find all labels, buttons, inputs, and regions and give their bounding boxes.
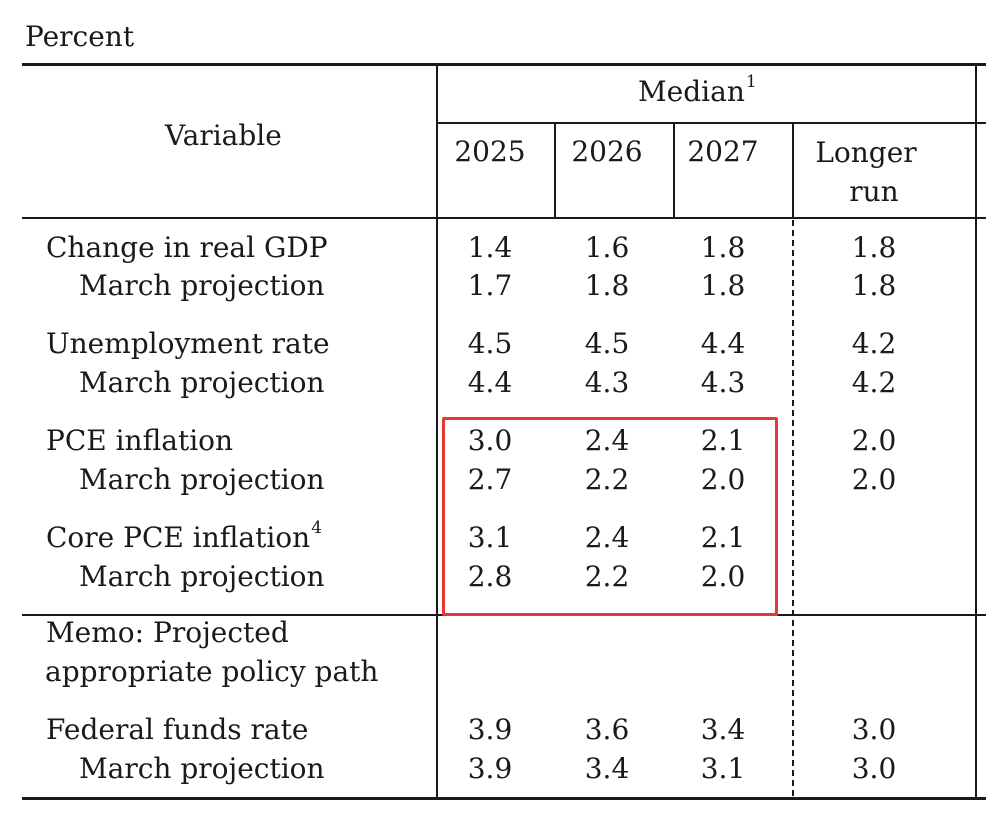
- bottom-rule: [22, 797, 986, 800]
- row-label: March projection: [79, 752, 325, 785]
- row-value-2027: 2.0: [700, 463, 746, 496]
- row-label-text: Core PCE inflation: [46, 521, 311, 554]
- row-value-2027: 3.1: [700, 752, 746, 785]
- row-value-2027: 1.8: [700, 231, 746, 264]
- row-label-footnote: 4: [311, 518, 323, 538]
- row-label: March projection: [79, 560, 325, 593]
- header-median-label: Median: [638, 75, 745, 108]
- header-year-2025: 2025: [454, 135, 526, 168]
- row-value-2025: 1.7: [467, 269, 513, 302]
- year-divider-2027: [673, 123, 675, 218]
- row-value-2026: 2.4: [584, 424, 630, 457]
- row-value-2026: 2.2: [584, 463, 630, 496]
- right-edge-divider: [975, 65, 977, 798]
- row-value-longer-run: 3.0: [851, 713, 897, 746]
- row-value-2025: 2.7: [467, 463, 513, 496]
- row-value-longer-run: 1.8: [851, 231, 897, 264]
- row-value-2027: 4.3: [700, 366, 746, 399]
- row-label: Federal funds rate: [46, 713, 309, 746]
- row-value-2025: 3.0: [467, 424, 513, 457]
- row-value-longer-run: 1.8: [851, 269, 897, 302]
- row-value-2027: 2.0: [700, 560, 746, 593]
- row-label: March projection: [79, 366, 325, 399]
- row-label: Change in real GDP: [46, 231, 328, 264]
- row-value-2027: 2.1: [700, 521, 746, 554]
- row-value-2026: 3.4: [584, 752, 630, 785]
- header-longer-run-line1: Longer: [815, 136, 917, 169]
- row-value-2025: 4.5: [467, 327, 513, 360]
- row-value-2026: 2.2: [584, 560, 630, 593]
- row-value-2025: 3.1: [467, 521, 513, 554]
- header-year-2026: 2026: [571, 135, 643, 168]
- row-value-longer-run: 2.0: [851, 424, 897, 457]
- longer-run-dashed-separator: [792, 220, 794, 796]
- table-caption: Percent: [25, 20, 135, 53]
- row-value-2025: 4.4: [467, 366, 513, 399]
- year-divider-2026: [554, 123, 556, 218]
- longer-run-divider: [792, 123, 794, 218]
- row-label: March projection: [79, 463, 325, 496]
- row-label: March projection: [79, 269, 325, 302]
- row-value-2026: 2.4: [584, 521, 630, 554]
- row-value-2027: 4.4: [700, 327, 746, 360]
- row-label: PCE inflation: [46, 424, 234, 457]
- header-longer-run-line2: run: [849, 175, 899, 208]
- memo-line1: Memo: Projected: [46, 616, 289, 649]
- row-value-2025: 3.9: [467, 713, 513, 746]
- variable-column-divider: [436, 65, 438, 798]
- row-value-2026: 4.3: [584, 366, 630, 399]
- row-value-2026: 1.6: [584, 231, 630, 264]
- memo-line2: appropriate policy path: [45, 655, 379, 688]
- header-variable: Variable: [165, 119, 282, 152]
- row-value-2025: 1.4: [467, 231, 513, 264]
- row-value-longer-run: 3.0: [851, 752, 897, 785]
- row-value-2026: 4.5: [584, 327, 630, 360]
- median-underline: [436, 122, 986, 124]
- header-year-2027: 2027: [687, 135, 759, 168]
- row-value-longer-run: 2.0: [851, 463, 897, 496]
- row-value-2027: 1.8: [700, 269, 746, 302]
- row-value-2025: 2.8: [467, 560, 513, 593]
- row-value-2027: 2.1: [700, 424, 746, 457]
- header-bottom-rule: [22, 217, 986, 219]
- row-label: Unemployment rate: [46, 327, 330, 360]
- row-label: Core PCE inflation4: [46, 520, 322, 554]
- row-value-2025: 3.9: [467, 752, 513, 785]
- inflation-highlight-box: [442, 417, 778, 616]
- row-value-2026: 1.8: [584, 269, 630, 302]
- header-median-footnote: 1: [745, 72, 757, 92]
- top-rule: [22, 63, 986, 66]
- row-value-longer-run: 4.2: [851, 366, 897, 399]
- row-value-longer-run: 4.2: [851, 327, 897, 360]
- header-median: Median1: [638, 74, 757, 108]
- row-value-2026: 3.6: [584, 713, 630, 746]
- row-value-2027: 3.4: [700, 713, 746, 746]
